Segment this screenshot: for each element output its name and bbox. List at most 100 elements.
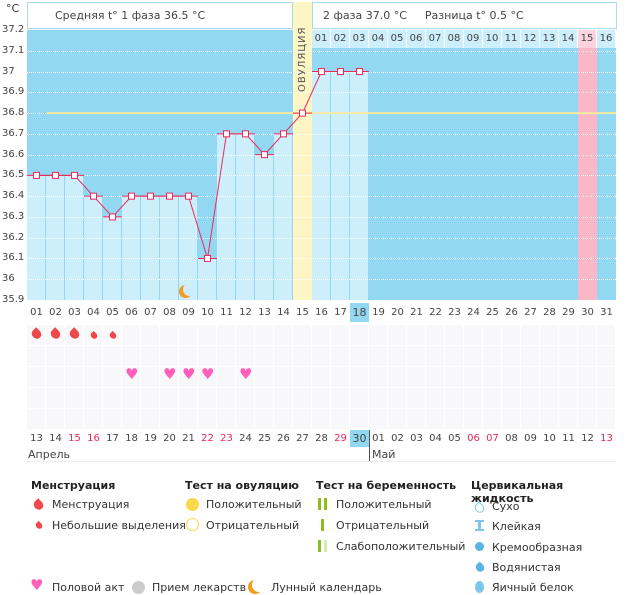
symbol-cell[interactable] — [141, 325, 160, 346]
cycle-day-number[interactable]: 31 — [600, 307, 613, 318]
symbol-cell[interactable] — [483, 367, 502, 388]
symbol-cell[interactable] — [65, 367, 84, 388]
cycle-day-number[interactable]: 23 — [448, 307, 461, 318]
symbol-cell[interactable] — [578, 388, 597, 409]
symbol-cell[interactable] — [407, 325, 426, 346]
calendar-date[interactable]: 30 — [350, 430, 369, 447]
cycle-day-number[interactable]: 05 — [106, 307, 119, 318]
symbol-cell[interactable] — [236, 325, 255, 346]
symbol-cell[interactable] — [331, 346, 350, 367]
symbol-cell[interactable] — [521, 367, 540, 388]
symbol-cell[interactable] — [350, 409, 369, 430]
symbol-cell[interactable] — [483, 409, 502, 430]
symbol-cell[interactable] — [217, 346, 236, 367]
calendar-date[interactable]: 06 — [467, 433, 480, 444]
calendar-date[interactable]: 18 — [125, 433, 138, 444]
symbol-cell[interactable] — [46, 346, 65, 367]
symbol-cell[interactable] — [369, 367, 388, 388]
symbol-cell[interactable] — [46, 367, 65, 388]
symbol-cell[interactable] — [293, 409, 312, 430]
calendar-date[interactable]: 08 — [505, 433, 518, 444]
calendar-date[interactable]: 15 — [68, 433, 81, 444]
calendar-date[interactable]: 11 — [562, 433, 575, 444]
symbol-cell[interactable] — [407, 388, 426, 409]
symbol-cell[interactable] — [274, 367, 293, 388]
cycle-day-number[interactable]: 07 — [144, 307, 157, 318]
symbol-cell[interactable] — [350, 388, 369, 409]
symbol-cell[interactable] — [27, 409, 46, 430]
symbol-cell[interactable] — [331, 409, 350, 430]
symbol-cell[interactable] — [445, 325, 464, 346]
symbol-cell[interactable] — [521, 388, 540, 409]
symbol-cell[interactable] — [426, 388, 445, 409]
symbol-cell[interactable] — [407, 367, 426, 388]
calendar-date[interactable]: 04 — [429, 433, 442, 444]
cycle-day-number[interactable]: 21 — [410, 307, 423, 318]
symbol-cell[interactable] — [293, 325, 312, 346]
symbol-cell[interactable] — [65, 388, 84, 409]
calendar-date[interactable]: 28 — [315, 433, 328, 444]
symbol-cell[interactable] — [27, 388, 46, 409]
symbol-cell[interactable] — [293, 388, 312, 409]
symbol-cell[interactable] — [407, 409, 426, 430]
symbol-cell[interactable] — [293, 346, 312, 367]
symbol-cell[interactable] — [312, 388, 331, 409]
symbol-cell[interactable] — [141, 367, 160, 388]
symbol-cell[interactable] — [141, 409, 160, 430]
cycle-day-number[interactable]: 28 — [543, 307, 556, 318]
symbol-cell[interactable] — [502, 367, 521, 388]
symbol-cell[interactable] — [597, 346, 616, 367]
cycle-day-number[interactable]: 25 — [486, 307, 499, 318]
calendar-date[interactable]: 14 — [49, 433, 62, 444]
symbol-cell[interactable] — [578, 367, 597, 388]
calendar-date[interactable]: 29 — [334, 433, 347, 444]
symbol-cell[interactable] — [331, 388, 350, 409]
symbol-cell[interactable] — [426, 409, 445, 430]
symbol-cell[interactable] — [502, 325, 521, 346]
cycle-day-number[interactable]: 20 — [391, 307, 404, 318]
cycle-day-number[interactable]: 22 — [429, 307, 442, 318]
symbol-cell[interactable] — [274, 409, 293, 430]
cycle-day-number[interactable]: 11 — [220, 307, 233, 318]
symbol-cell[interactable] — [445, 367, 464, 388]
symbol-cell[interactable] — [236, 346, 255, 367]
symbol-cell[interactable] — [464, 409, 483, 430]
symbol-cell[interactable] — [559, 367, 578, 388]
symbol-cell[interactable] — [84, 409, 103, 430]
calendar-date[interactable]: 17 — [106, 433, 119, 444]
symbol-cell[interactable] — [65, 409, 84, 430]
calendar-date[interactable]: 16 — [87, 433, 100, 444]
symbol-cell[interactable] — [559, 346, 578, 367]
cycle-day-number[interactable]: 16 — [315, 307, 328, 318]
symbol-cell[interactable] — [388, 367, 407, 388]
cycle-day-number[interactable]: 03 — [68, 307, 81, 318]
symbol-cell[interactable] — [236, 409, 255, 430]
symbol-cell[interactable] — [464, 325, 483, 346]
symbol-cell[interactable] — [483, 346, 502, 367]
symbol-cell[interactable] — [103, 409, 122, 430]
cycle-day-number[interactable]: 02 — [49, 307, 62, 318]
symbol-cell[interactable] — [445, 409, 464, 430]
symbol-cell[interactable] — [559, 388, 578, 409]
symbol-cell[interactable] — [46, 409, 65, 430]
symbol-cell[interactable] — [122, 388, 141, 409]
cycle-day-number[interactable]: 09 — [182, 307, 195, 318]
symbol-cell[interactable] — [426, 346, 445, 367]
symbol-cell[interactable] — [179, 388, 198, 409]
symbol-cell[interactable] — [122, 346, 141, 367]
symbol-cell[interactable] — [179, 346, 198, 367]
symbol-cell[interactable] — [483, 388, 502, 409]
symbol-cell[interactable] — [122, 325, 141, 346]
symbol-cell[interactable] — [388, 346, 407, 367]
symbol-cell[interactable] — [502, 409, 521, 430]
symbol-cell[interactable] — [198, 367, 217, 388]
symbol-cell[interactable] — [160, 346, 179, 367]
calendar-date[interactable]: 10 — [543, 433, 556, 444]
calendar-date[interactable]: 25 — [258, 433, 271, 444]
symbol-cell[interactable] — [217, 388, 236, 409]
symbol-cell[interactable] — [312, 346, 331, 367]
cycle-day-number[interactable]: 14 — [277, 307, 290, 318]
symbol-cell[interactable] — [293, 367, 312, 388]
symbol-cell[interactable] — [388, 325, 407, 346]
symbol-cell[interactable] — [122, 367, 141, 388]
